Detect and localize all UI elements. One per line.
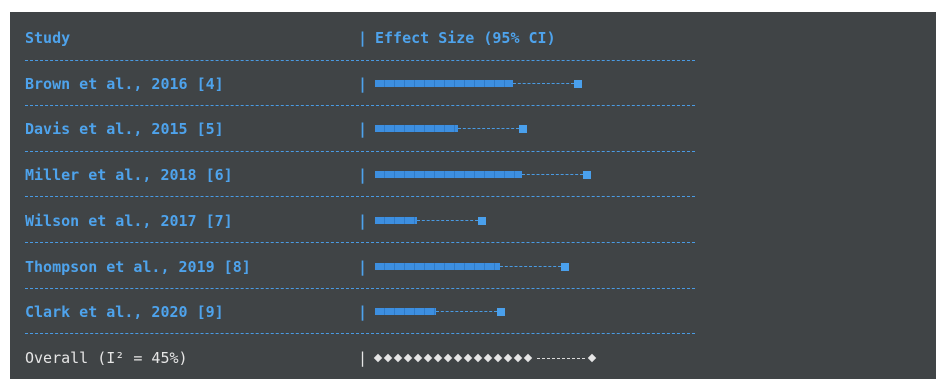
diamond-marker [443, 353, 453, 363]
column-separator: | [358, 212, 368, 230]
confidence-interval-whisker [458, 128, 519, 129]
row-divider [25, 333, 695, 334]
overall-label: Overall (I² = 45%) [25, 349, 188, 367]
effect-bar-fill [375, 308, 436, 315]
overall-row: Overall (I² = 45%) | [25, 346, 695, 370]
row-divider [25, 105, 695, 106]
confidence-interval-whisker [417, 220, 478, 221]
forest-plot-panel: Study | Effect Size (95% CI) Brown et al… [10, 12, 936, 379]
column-separator: | [358, 75, 368, 93]
confidence-interval-endpoint [583, 171, 591, 179]
column-separator: | [358, 29, 368, 47]
effect-size-bar [375, 300, 695, 324]
row-divider [25, 288, 695, 289]
header-divider [25, 60, 695, 61]
diamond-marker [423, 353, 433, 363]
diamond-marker [503, 353, 513, 363]
study-column-header: Study [25, 29, 71, 47]
diamond-marker [393, 353, 403, 363]
effect-bar-fill [375, 217, 417, 224]
diamond-marker [483, 353, 493, 363]
column-separator: | [358, 349, 368, 367]
study-name: Davis et al., 2015 [5] [25, 120, 224, 138]
diamond-marker [413, 353, 423, 363]
study-name: Wilson et al., 2017 [7] [25, 212, 233, 230]
column-separator: | [358, 120, 368, 138]
row-divider [25, 151, 695, 152]
study-name: Thompson et al., 2019 [8] [25, 258, 251, 276]
study-name: Clark et al., 2020 [9] [25, 303, 224, 321]
confidence-interval-whisker [436, 311, 497, 312]
study-row: Brown et al., 2016 [4] | [25, 72, 695, 96]
column-separator: | [358, 258, 368, 276]
effect-size-column-header: Effect Size (95% CI) [375, 29, 556, 47]
diamond-marker [513, 353, 523, 363]
row-divider [25, 242, 695, 243]
study-row: Wilson et al., 2017 [7] | [25, 209, 695, 233]
diamond-marker [383, 353, 393, 363]
study-name: Miller et al., 2018 [6] [25, 166, 233, 184]
diamond-marker [523, 353, 533, 363]
header-row: Study | Effect Size (95% CI) [25, 26, 695, 50]
confidence-interval-whisker [513, 83, 574, 84]
effect-size-bar [375, 209, 695, 233]
confidence-interval-endpoint [519, 125, 527, 133]
effect-bar-fill [375, 171, 522, 178]
confidence-interval-endpoint [561, 263, 569, 271]
column-separator: | [358, 166, 368, 184]
effect-size-bar [375, 255, 695, 279]
diamond-endpoint [587, 353, 597, 363]
diamond-marker [403, 353, 413, 363]
effect-bar-fill [375, 125, 458, 132]
diamond-marker [463, 353, 473, 363]
study-name: Brown et al., 2016 [4] [25, 75, 224, 93]
diamond-row [373, 346, 599, 370]
study-row: Thompson et al., 2019 [8] | [25, 255, 695, 279]
confidence-interval-endpoint [497, 308, 505, 316]
overall-diamond-bar [373, 346, 695, 370]
column-separator: | [358, 303, 368, 321]
effect-size-bar [375, 163, 695, 187]
confidence-interval-whisker [522, 174, 583, 175]
confidence-interval-endpoint [574, 80, 582, 88]
diamond-marker [373, 353, 383, 363]
study-row: Davis et al., 2015 [5] | [25, 117, 695, 141]
diamond-marker [473, 353, 483, 363]
row-divider [25, 196, 695, 197]
overall-whisker [537, 357, 585, 359]
diamond-marker [433, 353, 443, 363]
effect-bar-fill [375, 263, 500, 270]
study-row: Miller et al., 2018 [6] | [25, 163, 695, 187]
confidence-interval-whisker [500, 266, 561, 267]
effect-size-bar [375, 117, 695, 141]
effect-bar-fill [375, 80, 513, 87]
effect-size-bar [375, 72, 695, 96]
diamond-marker [493, 353, 503, 363]
confidence-interval-endpoint [478, 217, 486, 225]
diamond-marker [453, 353, 463, 363]
study-row: Clark et al., 2020 [9] | [25, 300, 695, 324]
